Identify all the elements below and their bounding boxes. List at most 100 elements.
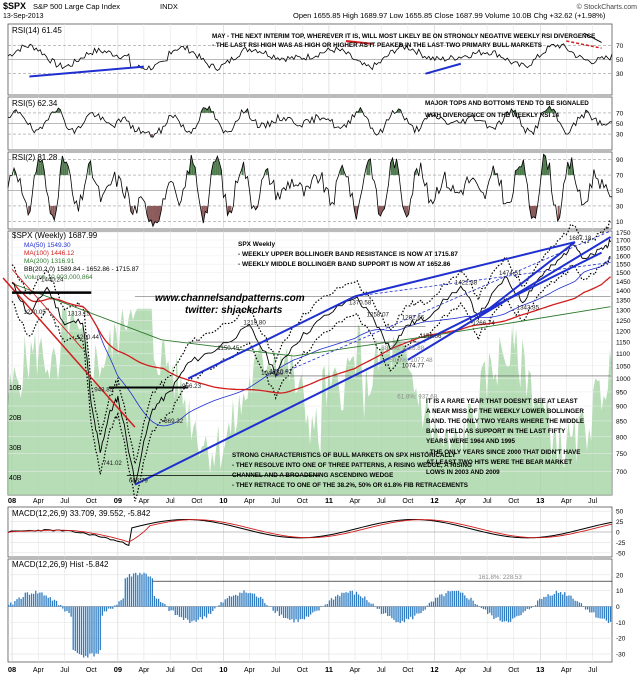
hist-bar xyxy=(330,598,333,607)
hist-bar xyxy=(51,600,54,607)
axis-bottom-tick-11: Oct xyxy=(297,667,308,674)
axis-bottom-tick-5: Apr xyxy=(138,667,150,674)
rsi5-line xyxy=(7,105,613,138)
hist-bar xyxy=(235,594,237,607)
hist-bar xyxy=(85,606,87,656)
hist-bar xyxy=(439,594,441,607)
price-tick-1000: 1000 xyxy=(616,376,631,383)
rsi14-label: RSI(14) 61.45 xyxy=(12,26,62,35)
hist-bar xyxy=(68,606,70,614)
hist-bar xyxy=(12,604,14,607)
hist-bar xyxy=(499,606,501,621)
hist-bar xyxy=(276,606,278,612)
divergence-arrow-2011-low xyxy=(425,62,462,75)
hist-bar xyxy=(178,606,181,617)
price-tick-1650: 1650 xyxy=(616,245,631,252)
axis-bottom-tick-7: Oct xyxy=(191,667,202,674)
hist-bar xyxy=(226,598,228,607)
axis-top-tick-0: 08 xyxy=(8,496,16,505)
hist-bar xyxy=(157,598,160,607)
trend-resist-2011 xyxy=(354,241,576,298)
hist-bar xyxy=(522,606,524,613)
hist-bar xyxy=(103,606,106,612)
hist-bar xyxy=(393,606,395,620)
hist-bar xyxy=(328,600,331,607)
hist-bar xyxy=(562,594,564,607)
hist-bar xyxy=(468,599,470,607)
hist-bar xyxy=(164,604,166,607)
hist-bar xyxy=(593,606,595,613)
axis-top-tick-14: Jul xyxy=(377,498,386,505)
hist-bar xyxy=(195,606,197,622)
hist-bar xyxy=(482,606,485,610)
rsi2-line xyxy=(7,153,613,228)
trend-support-main xyxy=(134,251,603,486)
macd-hist-panel: 20 10 0 -10 -20 -30 161.8%: 228.53 xyxy=(8,572,626,659)
hist-bar xyxy=(605,606,608,621)
hist-bar xyxy=(60,605,62,607)
hist-bar xyxy=(495,606,497,618)
hist-bar xyxy=(457,590,460,607)
hist-bar xyxy=(387,606,389,617)
hist-bar xyxy=(105,606,108,612)
price-label-1: 1313.15 xyxy=(68,310,91,317)
volume-tick-10B: 10B xyxy=(9,385,22,392)
bull-note-line1: STRONG CHARACTERISTICS OF BULL MARKETS O… xyxy=(232,452,457,459)
hist-bar xyxy=(310,606,312,615)
rare-year-line5: YEARS WERE 1964 AND 1995 xyxy=(426,438,516,445)
hist-bar xyxy=(362,597,364,607)
hist-bar xyxy=(230,596,233,607)
axis-top-tick-1: Apr xyxy=(33,498,45,505)
hist-bar xyxy=(30,593,33,607)
hist-bar xyxy=(299,606,301,620)
trend-wedge-2012 xyxy=(477,241,576,318)
hist-bar xyxy=(339,596,341,607)
hist-bar xyxy=(28,594,31,607)
chart-date: 13-Sep-2013 xyxy=(3,13,44,20)
hist-bar xyxy=(472,600,474,607)
hist-level-label-0: 0 xyxy=(616,604,620,611)
hist-bar xyxy=(372,603,374,607)
axis-top-tick-16: 12 xyxy=(430,496,438,505)
hist-bar xyxy=(172,606,174,611)
hist-bar xyxy=(153,596,156,607)
hist-bar xyxy=(426,605,428,607)
price-tick-1250: 1250 xyxy=(616,318,631,325)
axis-bottom-tick-19: Oct xyxy=(508,667,519,674)
hist-bar xyxy=(303,606,306,620)
hist-bar xyxy=(491,606,493,616)
hist-bar xyxy=(39,592,41,607)
hist-bar xyxy=(470,597,472,607)
axis-bottom-tick-18: Jul xyxy=(483,667,492,674)
hist-bar xyxy=(520,606,522,616)
hist-bar xyxy=(191,606,193,622)
divergence-note-line2: WITH DIVERGENCE ON THE WEEKLY RSI 14 xyxy=(425,112,560,119)
hist-bar xyxy=(609,606,612,622)
hist-bar xyxy=(599,606,601,619)
volume-area xyxy=(8,308,612,495)
level-label-rsi5-30: 30 xyxy=(616,132,624,139)
hist-bar xyxy=(193,606,195,621)
hist-bar xyxy=(357,594,360,607)
level-label-rsi2-50: 50 xyxy=(616,188,624,195)
credit: © StockCharts.com xyxy=(577,3,638,11)
level-label-rsi14-30: 30 xyxy=(616,71,624,78)
hist-bar xyxy=(543,596,545,607)
price-tick-1300: 1300 xyxy=(616,308,631,315)
price-tick-1200: 1200 xyxy=(616,328,631,335)
hist-bar xyxy=(182,606,185,620)
divergence-arrow-2008 xyxy=(29,65,144,78)
hist-bar xyxy=(443,596,445,607)
hist-bar xyxy=(507,606,510,623)
hist-bar xyxy=(45,595,47,607)
axis-top-tick-5: Apr xyxy=(138,498,150,505)
hist-bar xyxy=(18,597,20,607)
price-label-15: 1292.66 xyxy=(402,315,425,322)
hist-bar xyxy=(389,606,391,616)
hist-bar xyxy=(187,606,189,620)
trend-resist-2010 xyxy=(187,295,356,380)
price-tick-1050: 1050 xyxy=(616,363,631,370)
hist-bar xyxy=(78,606,81,655)
price-label-20: 1474.51 xyxy=(499,270,522,277)
hist-bar xyxy=(364,596,366,607)
